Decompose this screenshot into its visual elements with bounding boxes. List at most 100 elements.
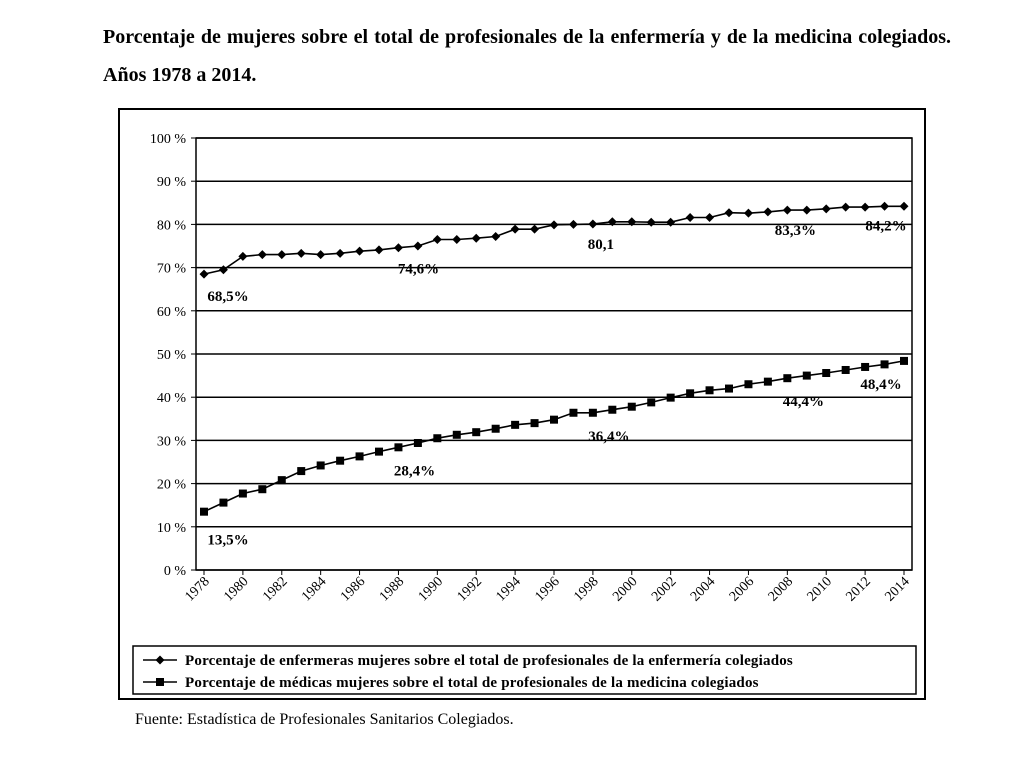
- data-point-nurses: [646, 217, 656, 227]
- data-point-doctors: [433, 434, 442, 443]
- data-point-nurses: [393, 243, 403, 253]
- data-point-doctors: [452, 430, 461, 439]
- data-point-doctors: [277, 476, 286, 485]
- series-markers: [199, 201, 909, 516]
- data-point-nurses: [627, 217, 637, 227]
- data-point-nurses: [743, 208, 753, 218]
- data-point-nurses: [257, 250, 267, 260]
- data-label: 83,3%: [775, 223, 816, 239]
- data-point-doctors: [336, 456, 345, 465]
- data-point-nurses: [802, 205, 812, 215]
- data-point-doctors: [608, 405, 617, 414]
- data-point-nurses: [316, 250, 326, 260]
- data-point-doctors: [511, 420, 520, 429]
- y-tick-label: 10 %: [157, 521, 187, 536]
- data-point-doctors: [238, 489, 247, 498]
- data-point-nurses: [860, 202, 870, 212]
- x-tick-label: 2002: [649, 574, 679, 604]
- data-point-nurses: [588, 219, 598, 229]
- data-point-nurses: [685, 212, 695, 222]
- x-tick-label: 2014: [882, 574, 912, 604]
- data-point-doctors: [705, 386, 714, 395]
- series-line-doctors: [203, 360, 905, 513]
- x-tick-label: 1998: [571, 574, 601, 604]
- grid-lines: [191, 137, 913, 575]
- data-point-nurses: [821, 204, 831, 214]
- x-tick-label: 1996: [532, 574, 562, 604]
- y-tick-label: 90 %: [157, 175, 187, 190]
- data-label: 36,4%: [588, 429, 629, 445]
- data-point-nurses: [782, 205, 792, 215]
- chart-frame: [118, 108, 926, 700]
- data-point-nurses: [355, 246, 365, 256]
- data-point-nurses: [238, 251, 248, 261]
- data-point-nurses: [841, 202, 851, 212]
- data-point-doctors: [472, 428, 481, 437]
- y-axis-tick-labels: 0 % 10 % 20 % 30 % 40 % 50 % 60 % 70 % 80 % 90 % 1…: [150, 132, 187, 579]
- data-point-nurses: [568, 219, 578, 229]
- data-point-nurses: [374, 245, 384, 255]
- x-tick-label: 2010: [805, 574, 835, 604]
- data-point-nurses: [452, 235, 462, 245]
- legend-marker-diamond: [155, 655, 165, 665]
- data-point-doctors: [355, 452, 364, 461]
- data-point-doctors: [822, 369, 831, 378]
- series-lines: [203, 205, 905, 513]
- x-tick-label: 2008: [766, 574, 796, 604]
- data-point-doctors: [588, 408, 597, 417]
- data-point-nurses: [607, 217, 617, 227]
- data-point-doctors: [841, 365, 850, 374]
- data-point-nurses: [666, 217, 676, 227]
- legend-marker-square: [156, 678, 164, 686]
- data-point-doctors: [200, 507, 208, 516]
- data-point-nurses: [705, 212, 715, 222]
- x-axis-tick-labels: 1978 1980 1982 1984 1986 1988 1990 1992 1994 1996…: [182, 574, 912, 604]
- data-point-doctors: [686, 389, 695, 398]
- x-tick-label: 1984: [299, 574, 329, 604]
- data-point-doctors: [219, 498, 228, 507]
- x-tick-label: 2000: [610, 574, 640, 604]
- legend: Porcentaje de enfermeras mujeres sobre e…: [132, 645, 917, 695]
- data-point-doctors: [900, 356, 908, 365]
- data-point-nurses: [199, 269, 209, 279]
- x-tick-label: 1988: [377, 574, 407, 604]
- data-point-nurses: [413, 241, 423, 251]
- data-point-doctors: [725, 384, 733, 393]
- data-point-nurses: [549, 220, 559, 230]
- data-point-nurses: [218, 265, 228, 275]
- series-line-nurses: [203, 205, 904, 275]
- source-note: Fuente: Estadística de Profesionales San…: [135, 711, 514, 728]
- x-tick-label: 1992: [455, 574, 485, 604]
- y-tick-label: 70 %: [157, 262, 187, 277]
- y-tick-label: 100 %: [150, 132, 187, 147]
- data-label: 74,6%: [398, 262, 439, 278]
- data-point-nurses: [510, 224, 520, 234]
- data-point-doctors: [297, 467, 306, 476]
- legend-entry: Porcentaje de enfermeras mujeres sobre e…: [185, 653, 793, 669]
- data-point-doctors: [783, 374, 792, 383]
- y-tick-label: 0 %: [164, 564, 187, 579]
- data-point-doctors: [375, 447, 383, 456]
- data-point-doctors: [744, 380, 753, 389]
- x-tick-label: 2004: [688, 574, 718, 604]
- legend-entry: Porcentaje de médicas mujeres sobre el t…: [185, 675, 759, 691]
- data-label: 84,2%: [865, 218, 906, 234]
- data-labels: 68,5% 74,6% 80,1 83,3% 84,2% 13,5% 28,4% 36,4% 4…: [207, 218, 906, 548]
- page-title: Porcentaje de mujeres sobre el total de …: [103, 26, 951, 86]
- x-tick-label: 1986: [338, 574, 368, 604]
- data-point-nurses: [763, 207, 773, 217]
- y-tick-label: 20 %: [157, 478, 187, 493]
- data-point-doctors: [394, 443, 403, 452]
- data-point-doctors: [530, 419, 539, 428]
- data-point-nurses: [432, 235, 442, 245]
- data-label: 80,1: [588, 237, 614, 253]
- data-point-nurses: [335, 248, 345, 258]
- y-tick-label: 60 %: [157, 305, 187, 320]
- data-point-nurses: [491, 231, 501, 241]
- data-label: 68,5%: [207, 289, 248, 305]
- data-label: 13,5%: [207, 533, 248, 549]
- data-point-nurses: [277, 250, 287, 260]
- x-tick-label: 1978: [182, 574, 212, 604]
- data-point-nurses: [880, 201, 890, 211]
